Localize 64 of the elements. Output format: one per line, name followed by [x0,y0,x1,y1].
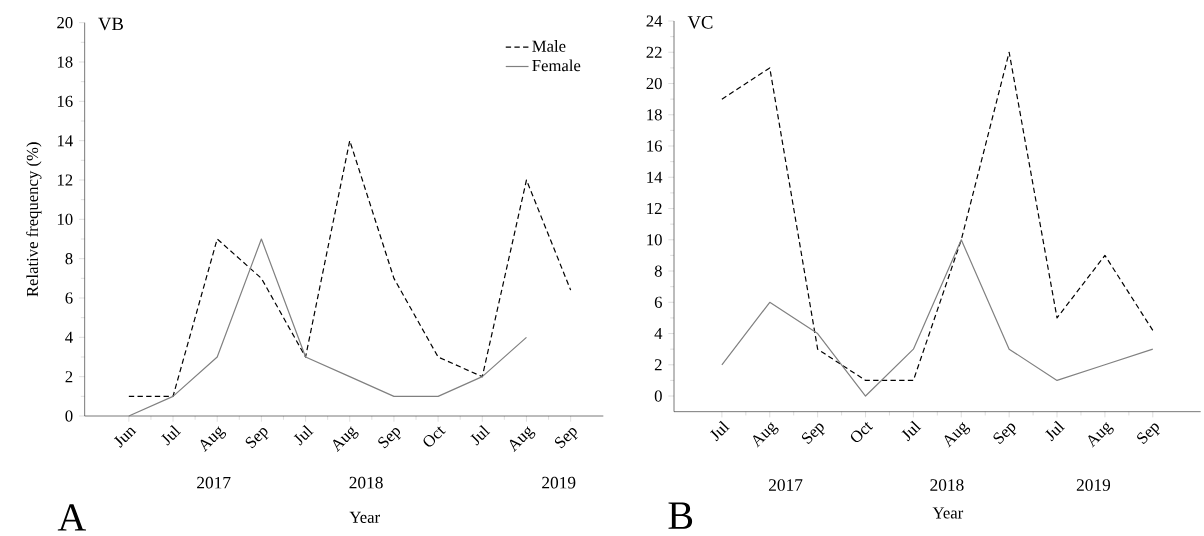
y-tick-label: 20 [646,77,662,90]
x-tick-label: Jul [161,425,181,446]
legend-label: Male [532,40,566,52]
y-tick-label: 2 [65,371,73,383]
y-tick-label: 2 [654,359,662,371]
x-tick-label: Aug [753,421,779,448]
y-tick-label: 4 [65,331,73,343]
x-tick-label: Aug [509,426,536,452]
text: 2019 [542,476,576,489]
y-tick-label: 6 [65,292,73,304]
text: 2018 [930,479,964,491]
x-tick-label: Sep [1137,423,1160,444]
y-tick-label: 8 [654,265,662,277]
x-tick-label: Sep [378,427,402,449]
x-tick-label: Aug [200,426,227,452]
x-tick-label: Oct [423,426,446,447]
chart-title: VB [98,17,123,31]
x-tick-label: Oct [850,422,874,443]
y-tick-label: 16 [647,140,662,152]
chart-title: VC [687,16,713,29]
y-tick-label: 16 [57,95,73,107]
x-axis-title: Year [932,507,964,519]
y-tick-label: 24 [646,15,663,27]
y-tick-label: 12 [647,202,662,214]
text: 2019 [1076,479,1111,491]
text: 2018 [349,476,383,489]
text: B [668,502,693,529]
x-tick-label: Sep [554,427,578,449]
y-tick-label: 10 [647,234,662,246]
x-tick-label: Aug [1088,421,1114,448]
x-tick-label: Sep [801,423,825,444]
x-axis-title: Year [349,511,380,523]
y-tick-label: 14 [57,135,73,147]
y-tick-label: 18 [647,109,662,121]
x-tick-label: Jun [113,427,137,448]
line-series [128,238,528,417]
x-tick-label: Jul [293,425,314,446]
x-tick-label: Aug [333,426,359,452]
y-tick-label: 0 [654,390,662,402]
y-tick-label: 18 [57,56,73,68]
legend-label: Female [532,59,581,72]
line-series [721,239,1154,397]
y-tick-label: 4 [654,328,663,339]
y-tick-label: 22 [646,46,662,58]
y-tick-label: 14 [647,171,663,183]
line-series [721,51,1154,381]
text: 2017 [197,476,231,489]
line-series [128,140,572,397]
x-tick-label: Sep [245,427,269,449]
text: A [57,504,86,531]
x-tick-label: Aug [944,421,971,448]
y-axis-title: Relative frequency (%) [26,142,42,297]
text: 2017 [768,479,803,491]
x-tick-label: Jul [901,420,922,442]
y-tick-label: 0 [65,410,73,422]
y-tick-label: 10 [57,213,73,225]
x-tick-label: Sep [993,423,1017,444]
y-tick-label: 12 [57,174,73,186]
x-tick-label: Jul [709,420,730,442]
y-tick-label: 20 [57,17,73,29]
y-tick-label: 6 [654,296,662,308]
x-tick-label: Jul [470,425,491,446]
y-tick-label: 8 [65,253,73,265]
x-tick-label: Jul [1045,420,1065,442]
